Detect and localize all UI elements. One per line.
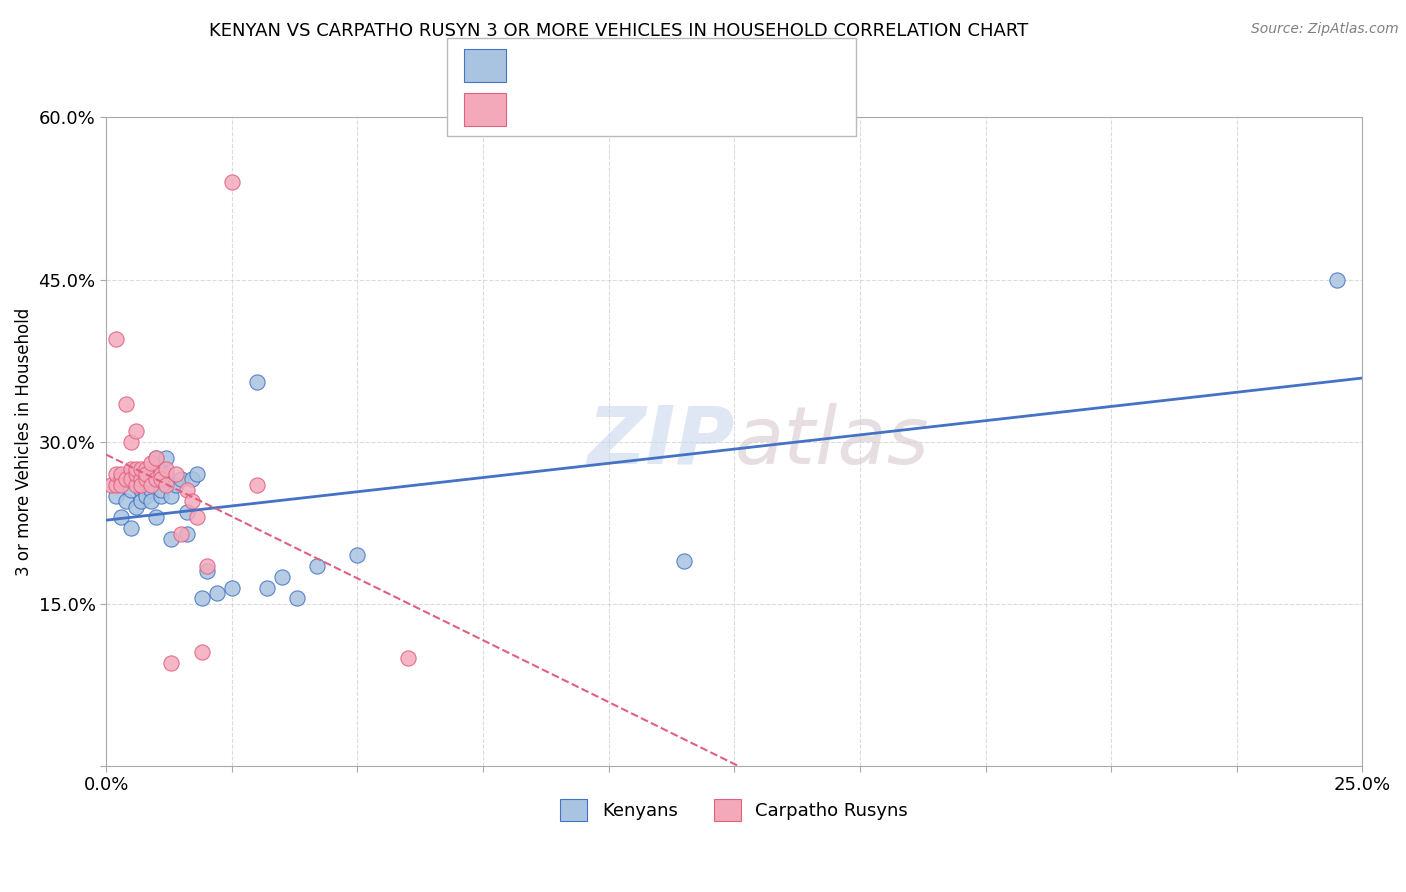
Point xyxy=(160,657,183,671)
Point xyxy=(129,478,152,492)
Text: Source: ZipAtlas.com: Source: ZipAtlas.com xyxy=(1251,22,1399,37)
Point xyxy=(145,510,167,524)
Point xyxy=(165,478,187,492)
Point xyxy=(672,553,695,567)
Point xyxy=(186,467,208,481)
Point xyxy=(115,494,138,508)
Point xyxy=(160,489,183,503)
Point xyxy=(105,332,128,346)
Point xyxy=(1326,272,1348,286)
Point xyxy=(190,645,212,659)
Point xyxy=(129,473,152,487)
Point xyxy=(129,478,152,492)
Text: atlas: atlas xyxy=(734,402,929,481)
Point xyxy=(307,558,329,573)
Point xyxy=(195,565,218,579)
Point xyxy=(145,473,167,487)
Point xyxy=(129,494,152,508)
Text: N =: N = xyxy=(696,101,727,119)
FancyBboxPatch shape xyxy=(447,37,856,136)
Point xyxy=(125,424,148,438)
Point xyxy=(110,467,132,481)
Text: -0.008: -0.008 xyxy=(595,101,654,119)
Point xyxy=(165,467,187,481)
Point xyxy=(141,483,163,498)
Point xyxy=(150,483,173,498)
Point xyxy=(246,478,269,492)
Point xyxy=(120,483,142,498)
Text: 41: 41 xyxy=(763,101,786,119)
Text: R =: R = xyxy=(531,56,562,74)
Point xyxy=(190,591,212,606)
Point xyxy=(125,467,148,481)
Point xyxy=(120,521,142,535)
Point xyxy=(155,461,177,475)
Text: R =: R = xyxy=(531,101,562,119)
Text: KENYAN VS CARPATHO RUSYN 3 OR MORE VEHICLES IN HOUSEHOLD CORRELATION CHART: KENYAN VS CARPATHO RUSYN 3 OR MORE VEHIC… xyxy=(209,22,1028,40)
Point xyxy=(125,461,148,475)
Point xyxy=(125,473,148,487)
Point xyxy=(105,467,128,481)
Point xyxy=(221,581,243,595)
Point xyxy=(105,478,128,492)
Point xyxy=(150,489,173,503)
Point xyxy=(285,591,308,606)
Point xyxy=(135,473,157,487)
Text: 41: 41 xyxy=(763,56,786,74)
Point xyxy=(145,467,167,481)
Point xyxy=(176,526,198,541)
Text: 0.196: 0.196 xyxy=(607,56,659,74)
Point xyxy=(246,375,269,389)
Point xyxy=(135,473,157,487)
Point xyxy=(180,473,202,487)
Point xyxy=(145,450,167,465)
Legend: Kenyans, Carpatho Rusyns: Kenyans, Carpatho Rusyns xyxy=(553,792,915,828)
Point xyxy=(160,532,183,546)
Point xyxy=(120,461,142,475)
Point xyxy=(129,461,152,475)
Point xyxy=(180,494,202,508)
Point xyxy=(110,478,132,492)
Point xyxy=(346,548,368,562)
Point xyxy=(170,526,193,541)
Point xyxy=(176,505,198,519)
Point xyxy=(271,570,294,584)
Text: N =: N = xyxy=(696,56,727,74)
Point xyxy=(115,397,138,411)
Point xyxy=(150,467,173,481)
Point xyxy=(120,473,142,487)
Point xyxy=(135,489,157,503)
Point xyxy=(135,461,157,475)
Point xyxy=(155,478,177,492)
Point xyxy=(141,494,163,508)
Point xyxy=(125,500,148,514)
Point xyxy=(135,467,157,481)
Point xyxy=(170,473,193,487)
Point xyxy=(110,510,132,524)
Point xyxy=(176,483,198,498)
Y-axis label: 3 or more Vehicles in Household: 3 or more Vehicles in Household xyxy=(15,308,32,575)
Point xyxy=(256,581,278,595)
FancyBboxPatch shape xyxy=(464,93,506,126)
Point xyxy=(105,489,128,503)
Point xyxy=(125,478,148,492)
Point xyxy=(186,510,208,524)
Point xyxy=(141,478,163,492)
Point xyxy=(205,586,228,600)
Point xyxy=(120,434,142,449)
FancyBboxPatch shape xyxy=(464,49,506,82)
Point xyxy=(115,473,138,487)
Point xyxy=(155,450,177,465)
Text: ZIP: ZIP xyxy=(586,402,734,481)
Point xyxy=(110,473,132,487)
Point xyxy=(150,473,173,487)
Point xyxy=(141,456,163,470)
Point xyxy=(129,483,152,498)
Point xyxy=(155,467,177,481)
Point xyxy=(100,478,122,492)
Point xyxy=(145,450,167,465)
Point xyxy=(221,175,243,189)
Point xyxy=(195,558,218,573)
Point xyxy=(396,650,419,665)
